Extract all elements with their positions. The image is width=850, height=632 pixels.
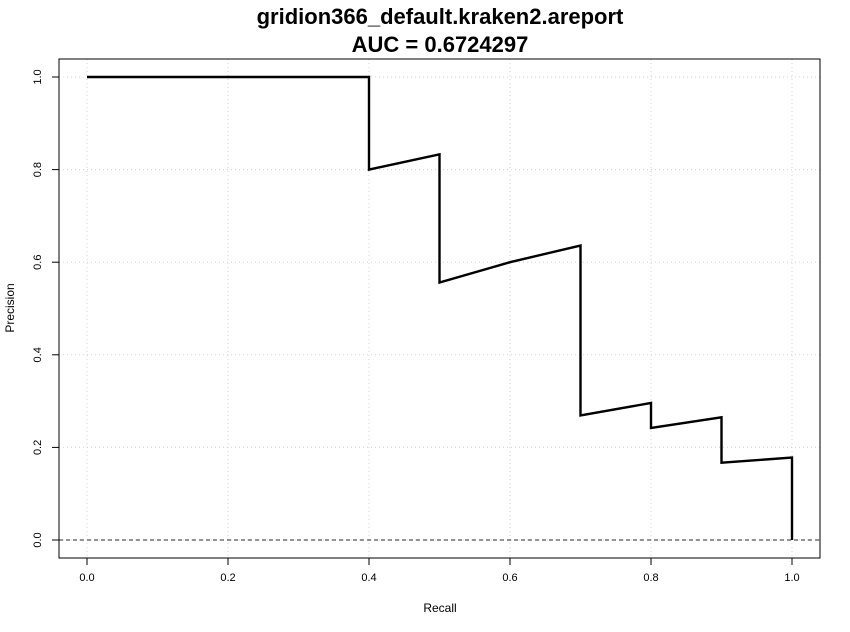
y-axis: 0.0 0.2 0.4 0.6 0.8 1.0 <box>32 69 59 548</box>
x-tick-label: 0.0 <box>79 572 94 584</box>
y-tick-label: 0.4 <box>32 347 44 362</box>
chart-subtitle: AUC = 0.6724297 <box>352 32 529 57</box>
chart-title: gridion366_default.kraken2.areport <box>257 4 624 29</box>
x-tick-label: 0.8 <box>643 572 658 584</box>
x-tick-label: 0.6 <box>502 572 517 584</box>
x-axis: 0.0 0.2 0.4 0.6 0.8 1.0 <box>79 558 800 584</box>
y-tick-label: 0.0 <box>32 532 44 547</box>
x-tick-label: 1.0 <box>784 572 799 584</box>
x-tick-label: 0.4 <box>361 572 376 584</box>
y-tick-label: 0.2 <box>32 440 44 455</box>
y-tick-label: 0.8 <box>32 162 44 177</box>
grid <box>59 59 820 558</box>
x-axis-label: Recall <box>423 601 456 615</box>
y-tick-label: 0.6 <box>32 255 44 270</box>
series-line <box>87 75 794 540</box>
x-tick-label: 0.2 <box>220 572 235 584</box>
y-tick-label: 1.0 <box>32 69 44 84</box>
plot-frame <box>58 58 821 559</box>
y-axis-label: Precision <box>3 283 17 332</box>
